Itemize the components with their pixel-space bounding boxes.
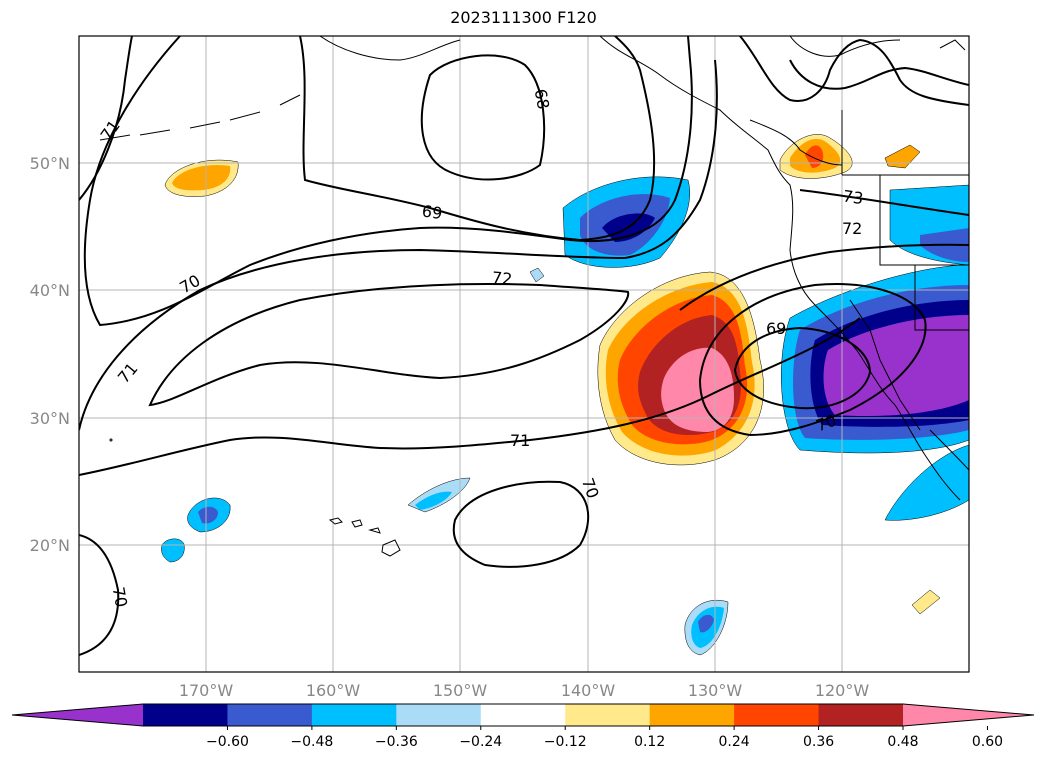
colorbar-segment (565, 704, 651, 726)
contour-72-east (679, 243, 969, 311)
colorbar: −0.60 −0.48 −0.36 −0.24 −0.12 0.12 0.24 0.36 0.4… (11, 703, 1035, 750)
colorbar-tick-label: 0.12 (634, 734, 665, 750)
colorbar-segment (649, 704, 735, 726)
colorbar-tick-label: −0.24 (459, 734, 502, 750)
contour-71 (79, 36, 718, 431)
map-frame (78, 35, 970, 673)
colorbar-outline (11, 703, 1035, 727)
contour-label: 73 (842, 186, 865, 208)
contour-label: 70 (109, 585, 131, 608)
contour-north-east-2 (789, 59, 969, 90)
contour-label: 69 (421, 201, 444, 223)
lat-tick-label: 30°N (30, 409, 70, 428)
contour-label: 69 (766, 319, 786, 338)
contour-73 (799, 189, 969, 216)
contour-label: 70 (578, 475, 603, 501)
map-gridlines (79, 36, 969, 672)
shaded-anomalies (161, 134, 969, 656)
lon-tick-label: 130°W (688, 681, 743, 700)
lon-tick-label: 170°W (179, 681, 234, 700)
colorbar-segment (227, 704, 313, 726)
colorbar-segment (734, 704, 820, 726)
colorbar-segment (311, 704, 397, 726)
colorbar-tick-label: 0.24 (719, 734, 750, 750)
contour-label: 68 (531, 87, 553, 110)
colorbar-tick-label: −0.36 (375, 734, 418, 750)
lat-tick-label: 50°N (30, 154, 70, 173)
contour-label: 72 (491, 268, 513, 289)
lat-tick-label: 40°N (30, 281, 70, 300)
contours (79, 36, 969, 656)
colorbar-tick-label: −0.12 (544, 734, 587, 750)
contour-69-low (733, 326, 872, 410)
lon-tick-label: 140°W (561, 681, 616, 700)
contour-70-south (452, 480, 590, 568)
colorbar-tick-label: 0.36 (803, 734, 834, 750)
contour-north-east (739, 36, 969, 106)
contour-70 (83, 36, 693, 327)
contour-label: 71 (510, 431, 530, 450)
colorbar-extend-min (12, 704, 143, 726)
lon-tick-label: 120°W (815, 681, 870, 700)
contour-label: 72 (842, 219, 862, 238)
colorbar-extend-max (903, 704, 1034, 726)
map-title: 2023111300 F120 (450, 8, 597, 27)
contour-70-low (698, 283, 927, 437)
contour-70-southwest (79, 534, 120, 656)
colorbar-tick-label: −0.60 (206, 734, 249, 750)
colorbar-segment (143, 704, 228, 726)
lat-tick-label: 20°N (30, 536, 70, 555)
colorbar-segment (396, 704, 482, 726)
lon-tick-label: 160°W (306, 681, 361, 700)
colorbar-tick-label: −0.48 (290, 734, 333, 750)
colorbar-tick-label: 0.60 (972, 734, 1003, 750)
latitude-labels: 50°N 40°N 30°N 20°N (30, 154, 70, 555)
longitude-labels: 170°W 160°W 150°W 140°W 130°W 120°W (179, 681, 870, 700)
coastlines (99, 36, 969, 501)
lon-tick-label: 150°W (433, 681, 488, 700)
contour-68-north (420, 54, 546, 181)
map-plot-area (79, 36, 969, 672)
islands (109, 438, 401, 557)
colorbar-segment (818, 704, 904, 726)
contour-label: 70 (176, 271, 203, 298)
colorbar-tick-label: 0.48 (887, 734, 918, 750)
contour-label: 71 (114, 359, 142, 387)
contour-71-south (79, 317, 861, 476)
contour-72 (148, 282, 630, 407)
colorbar-segment (480, 704, 566, 726)
